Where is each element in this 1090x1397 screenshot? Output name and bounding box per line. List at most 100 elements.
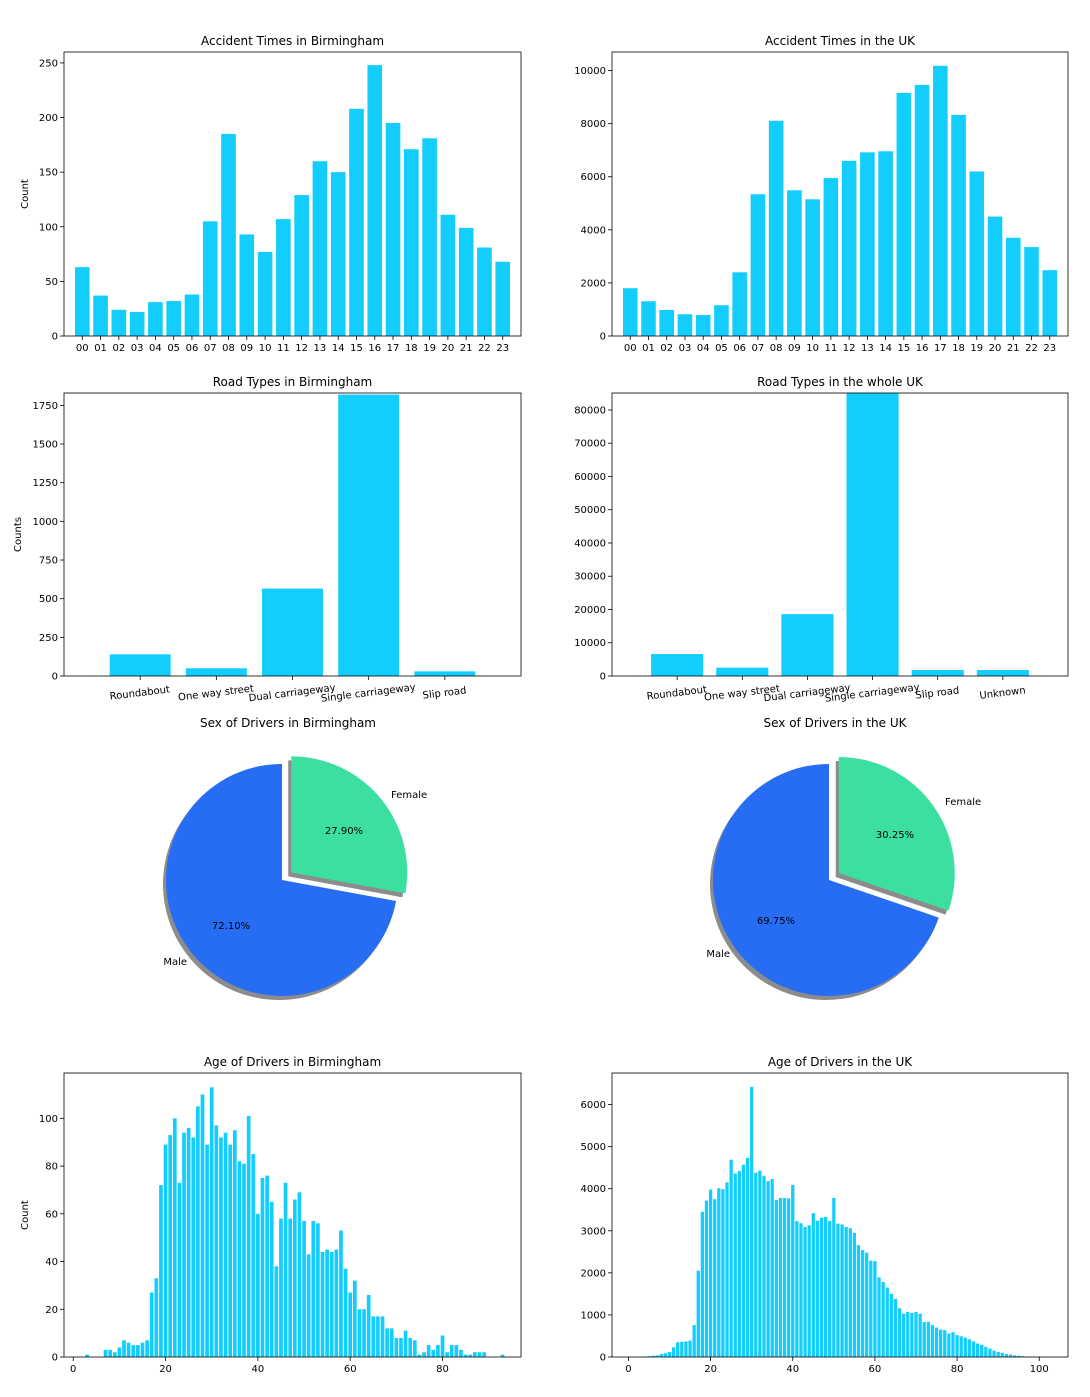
bar <box>934 1327 939 1357</box>
bar <box>477 1352 482 1357</box>
bar <box>996 1351 1000 1357</box>
y-tick-label: 1000 <box>581 1310 606 1321</box>
y-axis-label: Counts <box>13 517 24 552</box>
bar <box>186 1127 191 1357</box>
bar <box>781 614 834 676</box>
bar <box>232 1130 237 1357</box>
bar <box>778 1197 783 1357</box>
bar <box>394 1337 399 1357</box>
bar <box>823 1216 828 1357</box>
bar <box>651 654 704 676</box>
bar <box>695 315 711 336</box>
y-tick-label: 1250 <box>33 478 58 489</box>
bar <box>782 1197 787 1357</box>
x-tick-label: 40 <box>252 1364 265 1375</box>
bar <box>126 1342 131 1357</box>
y-tick-label: 50 <box>45 277 58 288</box>
bar <box>988 1348 992 1357</box>
pie-label-female: Female <box>945 797 981 808</box>
bar <box>431 1349 436 1357</box>
bar <box>659 309 675 336</box>
axes-frame <box>63 1072 522 1358</box>
y-tick-label: 0 <box>600 672 606 683</box>
bar <box>251 1154 256 1357</box>
axes-frame <box>611 1072 1069 1358</box>
bar <box>768 120 784 336</box>
bar <box>860 1250 865 1357</box>
bar <box>976 670 1029 676</box>
y-tick-label: 100 <box>39 1114 58 1125</box>
x-tick-label: 60 <box>344 1364 357 1375</box>
y-tick-label: 0 <box>600 332 606 343</box>
bar <box>109 654 171 676</box>
bar <box>889 1293 893 1357</box>
bar <box>367 65 383 336</box>
bar <box>967 1339 972 1357</box>
bar <box>848 1228 852 1357</box>
bar <box>343 1268 348 1357</box>
x-tick-label: 60 <box>869 1364 882 1375</box>
bar <box>449 1345 454 1357</box>
y-tick-label: 250 <box>39 58 58 69</box>
y-tick-label: 4000 <box>581 1184 606 1195</box>
bar <box>330 172 346 336</box>
axes-frame <box>63 51 522 337</box>
bar <box>758 1170 762 1357</box>
bar <box>459 1349 463 1357</box>
x-tick-label: 18 <box>405 343 418 354</box>
y-tick-label: 750 <box>39 556 58 567</box>
bar <box>846 393 899 676</box>
y-axis-label: Count <box>20 179 31 209</box>
bar <box>725 1182 729 1357</box>
pie-label-male: Male <box>706 949 730 960</box>
bar <box>910 1312 914 1357</box>
x-tick-label: 80 <box>436 1364 449 1375</box>
bar <box>93 295 108 336</box>
x-tick-label: One way street <box>178 683 255 703</box>
bar <box>885 1287 889 1357</box>
y-tick-label: 200 <box>39 113 58 124</box>
x-tick-label: 16 <box>916 343 929 354</box>
bar <box>306 1254 311 1357</box>
y-tick-label: 10000 <box>574 66 606 77</box>
x-tick-label: 09 <box>788 343 801 354</box>
y-tick-label: 80000 <box>574 405 606 416</box>
y-tick-label: 40 <box>45 1257 58 1268</box>
bar <box>257 251 273 336</box>
bar <box>762 1176 766 1357</box>
bar <box>302 1220 306 1357</box>
bar <box>700 1211 705 1357</box>
bar <box>922 1322 926 1357</box>
bar <box>422 1352 426 1357</box>
bar <box>856 1245 861 1357</box>
bar <box>436 1345 440 1357</box>
bar <box>440 214 456 336</box>
bar <box>412 1340 417 1357</box>
bar <box>246 1115 251 1357</box>
y-tick-label: 30000 <box>574 572 606 583</box>
bar <box>279 1218 283 1357</box>
bar <box>185 668 247 676</box>
x-tick-label: 19 <box>970 343 983 354</box>
bar <box>495 261 511 336</box>
bar <box>242 1163 246 1357</box>
bar <box>154 1278 159 1357</box>
bar <box>103 1349 108 1357</box>
bar <box>219 1137 223 1357</box>
bar <box>840 1224 844 1357</box>
bar <box>692 1325 696 1357</box>
bar <box>200 1094 205 1357</box>
pie-slice-female <box>838 757 955 911</box>
bar <box>239 234 255 336</box>
x-tick-label: 20 <box>159 1364 172 1375</box>
bar <box>166 301 181 336</box>
x-tick-label: 07 <box>204 343 217 354</box>
x-tick-label: 20 <box>704 1364 717 1375</box>
bar <box>404 149 419 336</box>
x-tick-label: 10 <box>806 343 819 354</box>
x-tick-label: 14 <box>332 343 345 354</box>
x-tick-label: 08 <box>770 343 783 354</box>
x-tick-label: 100 <box>1030 1364 1049 1375</box>
